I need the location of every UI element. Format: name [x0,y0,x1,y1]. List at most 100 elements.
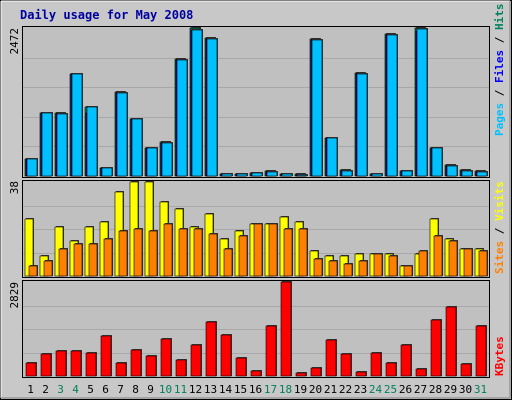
bar-pages-day-9 [146,147,158,177]
bar-sites-day-21 [328,260,338,277]
bar-kbytes-day-30 [460,363,472,377]
bar-pages-day-19 [296,174,308,177]
bar-sites-day-11 [178,228,188,277]
bar-kbytes-day-7 [115,362,127,377]
bar-sites-day-17 [268,223,278,277]
bar-kbytes-day-21 [325,339,337,377]
bar-sites-day-15 [238,235,248,277]
bar-sites-day-31 [478,250,488,277]
legend-separator: / [493,221,506,241]
bar-pages-day-18 [281,173,293,177]
bar-pages-day-5 [86,106,98,177]
bar-sites-day-12 [193,228,203,277]
legend-sites-visits: Sites / Visits [493,181,506,274]
x-tick-label-day-7: 7 [117,383,124,396]
bar-kbytes-day-10 [160,338,172,377]
y-max-label-kbytes: 2829 [8,282,21,309]
x-tick-label-day-18: 18 [279,383,292,396]
legend-sites: Sites [493,241,506,274]
x-tick-label-day-29: 29 [444,383,457,396]
x-tick-label-day-13: 13 [204,383,217,396]
bar-pages-day-28 [431,147,443,177]
bar-kbytes-day-9 [145,355,157,377]
bar-kbytes-day-1 [25,362,37,377]
x-tick-label-day-24: 24 [369,383,383,396]
bar-kbytes-day-24 [370,352,382,377]
bar-pages-day-7 [116,92,128,177]
y-max-label-sites-visits: 38 [8,181,21,194]
x-tick-label-day-22: 22 [339,383,352,396]
bar-sites-day-25 [388,255,398,277]
bar-pages-day-23 [356,73,368,177]
bar-pages-day-29 [446,165,458,177]
x-tick-label-day-23: 23 [354,383,367,396]
x-tick-label-day-27: 27 [414,383,427,396]
x-tick-label-day-4: 4 [72,383,79,396]
x-tick-label-day-2: 2 [42,383,49,396]
bar-kbytes-day-4 [70,350,82,377]
bar-sites-day-19 [298,228,308,277]
bar-pages-day-1 [26,158,38,177]
bar-pages-day-10 [161,142,173,177]
bar-pages-day-25 [386,34,398,177]
legend-pages: Pages [493,103,506,136]
x-tick-label-day-16: 16 [249,383,262,396]
bar-kbytes-day-28 [430,319,442,377]
bar-sites-day-10 [163,223,173,277]
bar-kbytes-day-20 [310,367,322,377]
bar-sites-day-26 [403,265,413,277]
bar-kbytes-day-12 [190,344,202,377]
bar-sites-day-7 [118,230,128,277]
bar-kbytes-day-5 [85,352,97,377]
bar-kbytes-day-14 [220,334,232,377]
legend-kbytes: KBytes [493,336,506,376]
bar-pages-day-24 [371,173,383,177]
x-tick-label-day-21: 21 [324,383,337,396]
bar-sites-day-28 [433,235,443,277]
x-tick-label-day-10: 10 [159,383,172,396]
bar-kbytes-day-15 [235,357,247,377]
bar-pages-day-26 [401,170,413,177]
bar-pages-day-30 [461,170,473,177]
x-tick-label-day-12: 12 [189,383,202,396]
bar-pages-day-8 [131,118,143,177]
x-tick-label-day-9: 9 [147,383,154,396]
x-tick-label-day-20: 20 [309,383,322,396]
x-tick-label-day-15: 15 [234,383,247,396]
bar-pages-day-31 [476,171,488,177]
legend-separator: / [493,30,506,50]
bar-sites-day-16 [253,223,263,277]
bar-kbytes-day-2 [40,353,52,377]
bar-sites-day-27 [418,250,428,277]
bar-kbytes-day-26 [400,344,412,377]
bar-sites-day-24 [373,253,383,277]
bar-kbytes-day-18 [280,281,292,377]
bar-pages-day-13 [206,38,218,177]
y-max-label-pages-files-hits: 2472 [8,28,21,55]
bar-sites-day-3 [58,248,68,277]
bar-kbytes-day-8 [130,349,142,377]
chart-title: Daily usage for May 2008 [20,8,193,22]
bar-kbytes-day-22 [340,353,352,377]
x-tick-label-day-25: 25 [384,383,397,396]
bar-sites-day-23 [358,260,368,277]
bar-kbytes-day-13 [205,321,217,377]
bar-sites-day-9 [148,230,158,277]
legend-files: Files [493,50,506,83]
bar-kbytes-day-19 [295,372,307,377]
bar-kbytes-day-29 [445,306,457,377]
legend-visits: Visits [493,181,506,221]
x-tick-label-day-28: 28 [429,383,442,396]
bar-pages-day-4 [71,73,83,177]
bar-pages-day-12 [191,29,203,177]
x-tick-label-day-11: 11 [174,383,187,396]
x-tick-label-day-1: 1 [27,383,34,396]
bar-kbytes-day-11 [175,359,187,377]
bar-kbytes-day-25 [385,362,397,377]
bar-sites-day-6 [103,238,113,277]
bars [24,27,488,377]
grid-lines [23,58,489,354]
bar-pages-day-27 [416,28,428,177]
bar-pages-day-16 [251,172,263,177]
